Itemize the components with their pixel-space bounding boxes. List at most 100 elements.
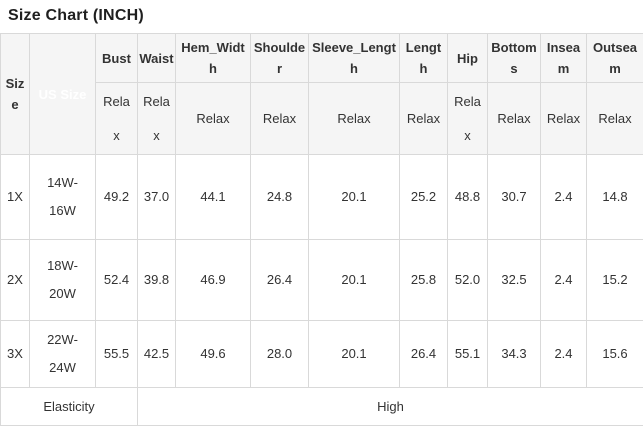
- header-cell-bottoms: Bottoms: [488, 34, 541, 83]
- table-row-1x: 1X 14W-16W 49.2 37.0 44.1 24.8 20.1 25.2…: [1, 155, 643, 240]
- header-label: Bust: [102, 48, 131, 69]
- header-label: Inseam: [546, 37, 582, 79]
- fit-cell-inseam: Relax: [541, 83, 587, 155]
- header-cell-us-size: US Size: [30, 34, 96, 155]
- value-cell: 52.0: [448, 240, 488, 321]
- cell-text: High: [377, 398, 404, 416]
- value-cell: 32.5: [488, 240, 541, 321]
- cell-text: 2.4: [554, 183, 572, 211]
- cell-text: 49.2: [104, 183, 129, 211]
- cell-text: 39.8: [144, 266, 169, 294]
- fit-label: Relax: [497, 102, 530, 136]
- value-cell: 49.6: [176, 321, 251, 388]
- cell-text: 15.6: [602, 340, 627, 368]
- cell-text: 28.0: [267, 340, 292, 368]
- elasticity-row: Elasticity High: [1, 388, 643, 426]
- fit-cell-outseam: Relax: [587, 83, 643, 155]
- cell-text: 52.4: [104, 266, 129, 294]
- cell-text: 18W-20W: [38, 252, 88, 308]
- header-cell-hip: Hip: [448, 34, 488, 83]
- cell-text: 26.4: [411, 340, 436, 368]
- value-cell: 20.1: [309, 240, 400, 321]
- page-title: Size Chart (INCH): [8, 7, 643, 25]
- header-row-fit: Relax Relax Relax Relax Relax Relax Rela…: [1, 83, 643, 155]
- cell-text: 2.4: [554, 266, 572, 294]
- fit-label: Relax: [263, 102, 296, 136]
- header-row-measures: Size US Size Bust Waist Hem_Width Should…: [1, 34, 643, 83]
- value-cell: 20.1: [309, 155, 400, 240]
- header-label: Bottoms: [491, 37, 538, 79]
- us-size-cell: 22W-24W: [30, 321, 96, 388]
- value-cell: 24.8: [251, 155, 309, 240]
- value-cell: 30.7: [488, 155, 541, 240]
- value-cell: 34.3: [488, 321, 541, 388]
- value-cell: 55.5: [96, 321, 138, 388]
- cell-text: 32.5: [501, 266, 526, 294]
- header-label: Length: [404, 37, 444, 79]
- cell-text: 3X: [7, 340, 23, 368]
- value-cell: 25.8: [400, 240, 448, 321]
- table-row-3x: 3X 22W-24W 55.5 42.5 49.6 28.0 20.1 26.4…: [1, 321, 643, 388]
- fit-cell-sleeve-length: Relax: [309, 83, 400, 155]
- cell-text: 26.4: [267, 266, 292, 294]
- table-row-2x: 2X 18W-20W 52.4 39.8 46.9 26.4 20.1 25.8…: [1, 240, 643, 321]
- value-cell: 2.4: [541, 240, 587, 321]
- header-label: Size: [4, 73, 26, 115]
- cell-text: 55.1: [455, 340, 480, 368]
- header-cell-bust: Bust: [96, 34, 138, 83]
- header-label: Waist: [139, 48, 173, 69]
- fit-label: Relax: [196, 102, 229, 136]
- value-cell: 52.4: [96, 240, 138, 321]
- value-cell: 2.4: [541, 321, 587, 388]
- fit-cell-bust: Relax: [96, 83, 138, 155]
- size-cell: 3X: [1, 321, 30, 388]
- fit-cell-bottoms: Relax: [488, 83, 541, 155]
- cell-text: 37.0: [144, 183, 169, 211]
- value-cell: 46.9: [176, 240, 251, 321]
- us-size-cell: 18W-20W: [30, 240, 96, 321]
- fit-cell-hem-width: Relax: [176, 83, 251, 155]
- size-chart-page: Size Chart (INCH) Size US Size Bust Wais…: [0, 7, 643, 426]
- header-label: Shoulder: [253, 37, 306, 79]
- value-cell: 42.5: [138, 321, 176, 388]
- value-cell: 44.1: [176, 155, 251, 240]
- header-label: US Size: [39, 84, 87, 105]
- value-cell: 37.0: [138, 155, 176, 240]
- fit-label: Relax: [598, 102, 631, 136]
- cell-text: 48.8: [455, 183, 480, 211]
- fit-label: Relax: [102, 85, 132, 153]
- fit-cell-hip: Relax: [448, 83, 488, 155]
- cell-text: 34.3: [501, 340, 526, 368]
- cell-text: 52.0: [455, 266, 480, 294]
- value-cell: 28.0: [251, 321, 309, 388]
- fit-cell-length: Relax: [400, 83, 448, 155]
- cell-text: 22W-24W: [38, 326, 88, 382]
- cell-text: 55.5: [104, 340, 129, 368]
- value-cell: 25.2: [400, 155, 448, 240]
- value-cell: 48.8: [448, 155, 488, 240]
- cell-text: 2X: [7, 266, 23, 294]
- header-label: Hip: [457, 48, 478, 69]
- header-cell-inseam: Inseam: [541, 34, 587, 83]
- value-cell: 14.8: [587, 155, 643, 240]
- header-cell-sleeve-length: Sleeve_Length: [309, 34, 400, 83]
- value-cell: 49.2: [96, 155, 138, 240]
- cell-text: 1X: [7, 183, 23, 211]
- fit-label: Relax: [547, 102, 580, 136]
- value-cell: 15.2: [587, 240, 643, 321]
- cell-text: 30.7: [501, 183, 526, 211]
- cell-text: 14.8: [602, 183, 627, 211]
- value-cell: 20.1: [309, 321, 400, 388]
- fit-cell-waist: Relax: [138, 83, 176, 155]
- cell-text: 2.4: [554, 340, 572, 368]
- value-cell: 15.6: [587, 321, 643, 388]
- size-chart-table: Size US Size Bust Waist Hem_Width Should…: [0, 33, 643, 426]
- cell-text: 20.1: [341, 340, 366, 368]
- value-cell: 39.8: [138, 240, 176, 321]
- elasticity-label-cell: Elasticity: [1, 388, 138, 426]
- header-label: Sleeve_Length: [312, 37, 397, 79]
- value-cell: 26.4: [400, 321, 448, 388]
- cell-text: 25.8: [411, 266, 436, 294]
- cell-text: Elasticity: [43, 398, 94, 416]
- cell-text: 15.2: [602, 266, 627, 294]
